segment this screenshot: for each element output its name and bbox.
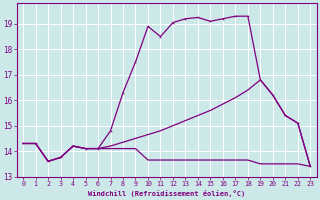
X-axis label: Windchill (Refroidissement éolien,°C): Windchill (Refroidissement éolien,°C) (88, 190, 245, 197)
